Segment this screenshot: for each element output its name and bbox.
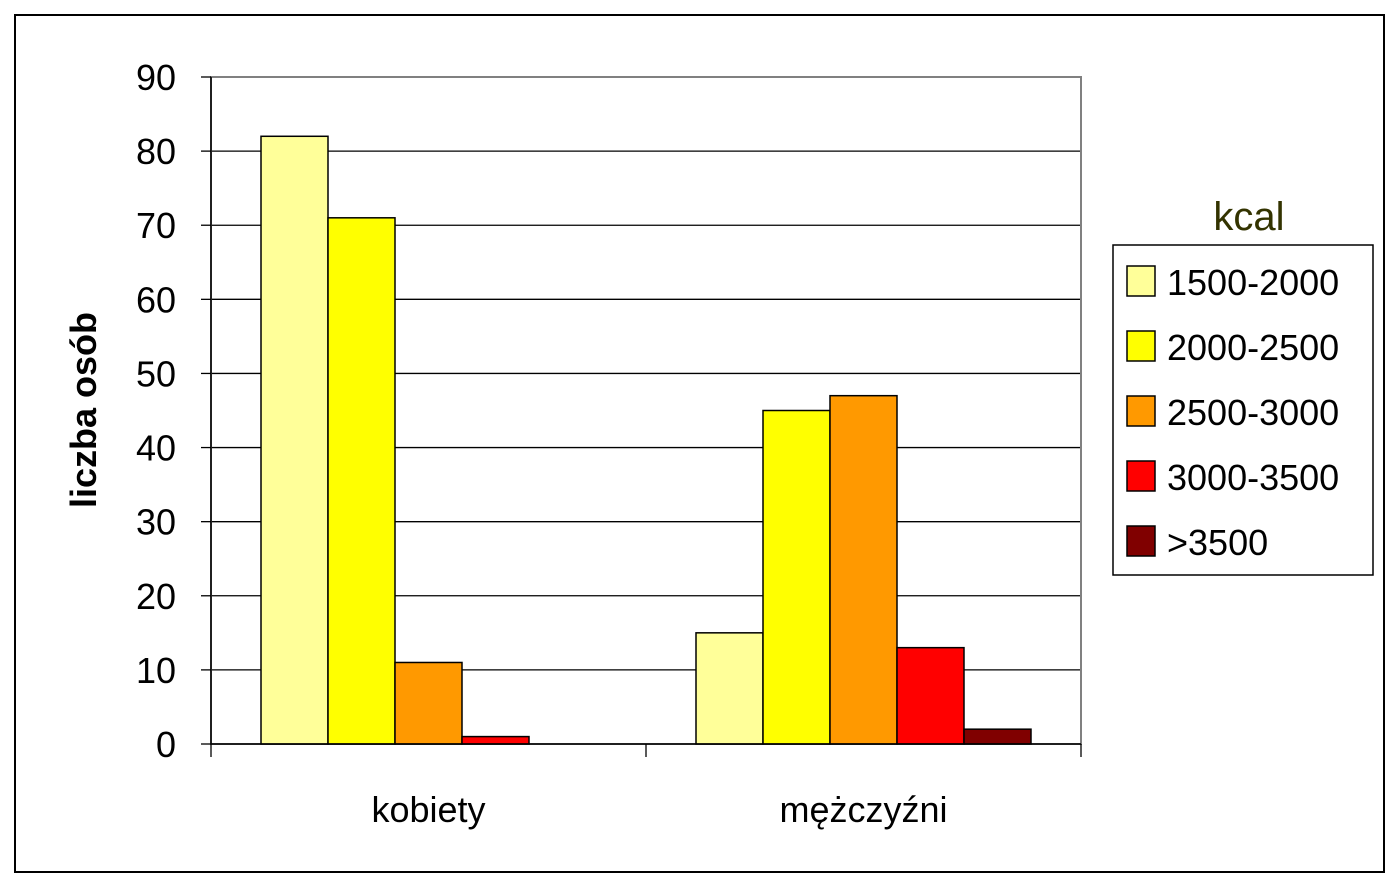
y-tick-label: 70	[136, 205, 176, 246]
bar	[896, 646, 965, 745]
legend	[1112, 244, 1374, 576]
legend-label: 3000-3500	[1167, 457, 1339, 498]
bar	[260, 135, 329, 745]
legend-swatch	[1126, 460, 1156, 492]
x-tick-label: mężczyźni	[779, 789, 947, 830]
bar	[762, 409, 831, 745]
y-tick-label: 20	[136, 576, 176, 617]
legend-label: 1500-2000	[1167, 262, 1339, 303]
bar	[394, 661, 463, 745]
bar	[829, 394, 898, 745]
legend-entries: 1500-2000 2000-2500 2500-3000 3000-3500 >350…	[1126, 262, 1339, 563]
y-tick-label: 60	[136, 279, 176, 320]
bar	[461, 735, 530, 745]
legend-swatch	[1126, 525, 1156, 557]
y-tick-label: 0	[156, 724, 176, 765]
legend-swatch	[1126, 395, 1156, 427]
y-tick-label: 50	[136, 353, 176, 394]
axes: 0 10 20 30 40 50 60 70 80 90 kobiety mężczyźni	[136, 57, 1082, 830]
y-tick-label: 90	[136, 57, 176, 98]
bar	[327, 217, 396, 745]
y-axis-label: liczba osób	[63, 312, 104, 508]
legend-swatch	[1126, 265, 1156, 297]
x-tick-label: kobiety	[371, 789, 485, 830]
legend-title: kcal	[1213, 195, 1284, 239]
bar	[695, 632, 764, 745]
y-tick-label: 10	[136, 650, 176, 691]
y-tick-label: 80	[136, 131, 176, 172]
legend-label: 2500-3000	[1167, 392, 1339, 433]
bar	[963, 728, 1032, 745]
y-tick-label: 30	[136, 502, 176, 543]
legend-label: 2000-2500	[1167, 327, 1339, 368]
bars	[260, 135, 1032, 745]
y-tick-label: 40	[136, 428, 176, 469]
legend-label: >3500	[1167, 522, 1268, 563]
legend-swatch	[1126, 330, 1156, 362]
